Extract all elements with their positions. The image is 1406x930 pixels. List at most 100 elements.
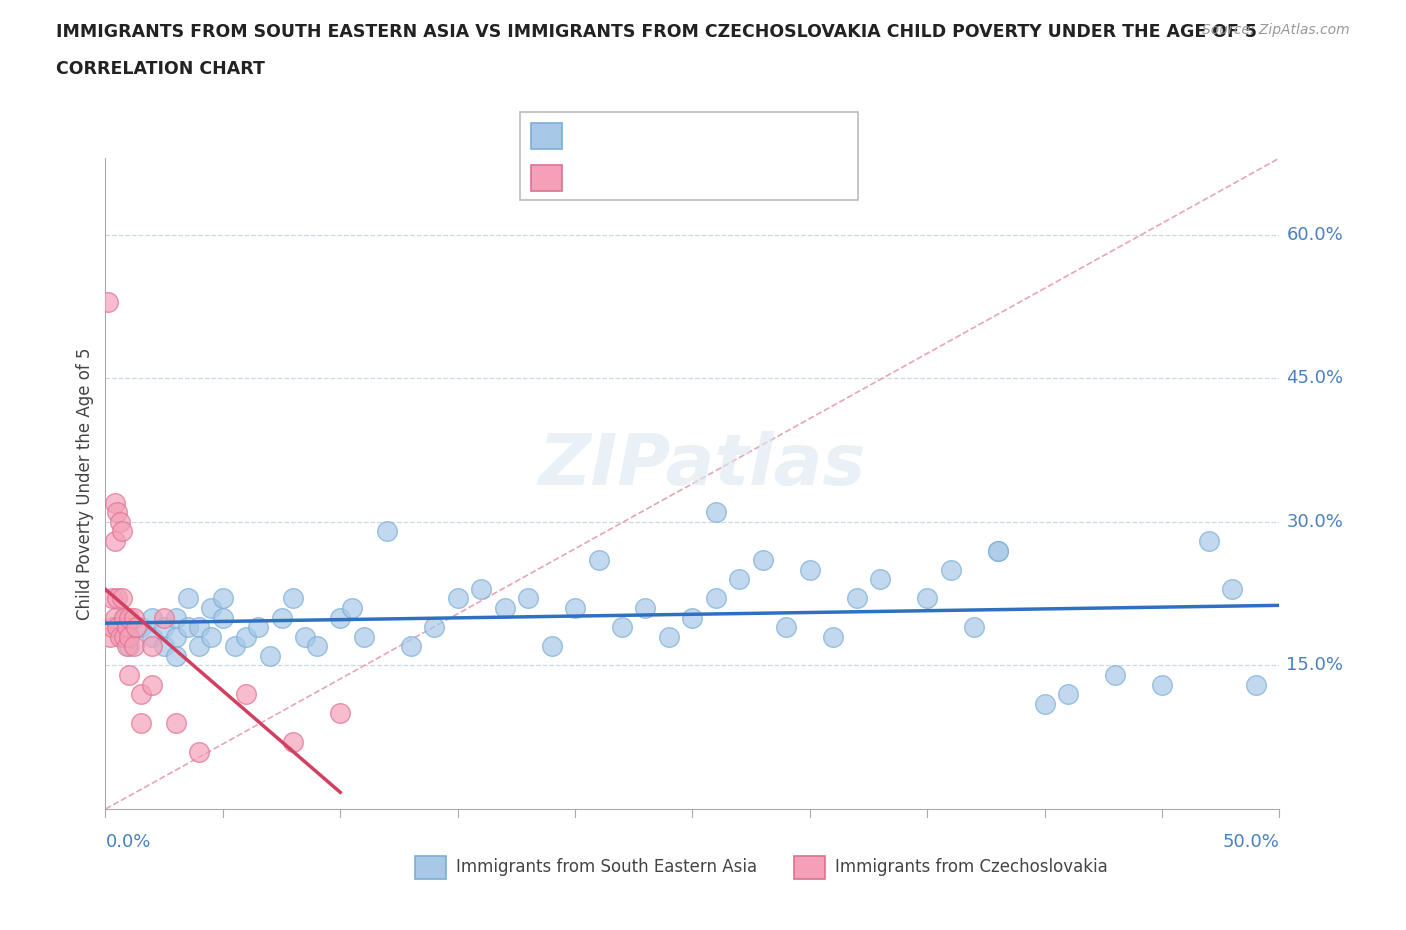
Point [101, 591, 124, 606]
Point [176, 591, 198, 606]
Point [470, 581, 492, 596]
Point [247, 619, 270, 634]
Point [101, 619, 124, 634]
Text: R = 0.088   N = 34: R = 0.088 N = 34 [574, 168, 744, 187]
Point [1222, 581, 1244, 596]
Point [104, 534, 127, 549]
Point [823, 630, 845, 644]
Point [329, 610, 352, 625]
Point [165, 630, 187, 644]
Point [987, 543, 1010, 558]
Point [211, 610, 233, 625]
Point [176, 619, 198, 634]
Point [104, 610, 127, 625]
Point [704, 505, 727, 520]
Point [799, 563, 821, 578]
Point [915, 591, 938, 606]
Point [118, 668, 141, 683]
Point [1198, 534, 1220, 549]
Point [188, 744, 211, 759]
Point [153, 619, 176, 634]
Point [141, 639, 163, 654]
Point [115, 619, 138, 634]
Point [153, 610, 176, 625]
Point [1033, 697, 1056, 711]
Point [235, 686, 257, 701]
Text: IMMIGRANTS FROM SOUTH EASTERN ASIA VS IMMIGRANTS FROM CZECHOSLOVAKIA CHILD POVER: IMMIGRANTS FROM SOUTH EASTERN ASIA VS IM… [56, 23, 1257, 41]
Point [270, 610, 292, 625]
Point [423, 619, 446, 634]
Point [224, 639, 246, 654]
Point [112, 610, 135, 625]
Point [200, 630, 222, 644]
Point [125, 619, 148, 634]
Point [752, 552, 775, 567]
Point [1104, 668, 1126, 683]
Point [112, 610, 135, 625]
Point [211, 591, 233, 606]
Point [115, 639, 138, 654]
Point [122, 639, 145, 654]
Point [105, 619, 128, 634]
Text: Immigrants from Czechoslovakia: Immigrants from Czechoslovakia [835, 858, 1108, 876]
Text: Source: ZipAtlas.com: Source: ZipAtlas.com [1202, 23, 1350, 37]
Point [141, 630, 163, 644]
Point [987, 543, 1010, 558]
Point [375, 524, 398, 538]
Point [111, 524, 134, 538]
Point [129, 619, 152, 634]
Point [104, 496, 127, 511]
Point [1150, 677, 1173, 692]
Text: 30.0%: 30.0% [1286, 512, 1343, 531]
Point [111, 591, 134, 606]
Point [704, 591, 727, 606]
Text: Immigrants from South Eastern Asia: Immigrants from South Eastern Asia [456, 858, 756, 876]
Point [105, 591, 128, 606]
Text: CORRELATION CHART: CORRELATION CHART [56, 60, 266, 78]
Point [775, 619, 797, 634]
Point [540, 639, 562, 654]
Point [98, 630, 121, 644]
Point [494, 601, 516, 616]
Point [188, 619, 211, 634]
Point [105, 505, 128, 520]
Point [658, 630, 681, 644]
Point [283, 735, 305, 750]
Point [108, 514, 131, 529]
Point [845, 591, 868, 606]
Point [939, 563, 962, 578]
Point [118, 639, 141, 654]
Point [141, 677, 163, 692]
Point [259, 648, 281, 663]
Point [305, 639, 328, 654]
Point [153, 639, 176, 654]
Text: 50.0%: 50.0% [1223, 833, 1279, 851]
Point [165, 715, 187, 730]
Point [118, 610, 141, 625]
Point [340, 601, 363, 616]
Point [108, 630, 131, 644]
Point [634, 601, 657, 616]
Point [283, 591, 305, 606]
Point [294, 630, 316, 644]
Point [353, 630, 375, 644]
Text: R = -0.115   N = 66: R = -0.115 N = 66 [574, 126, 751, 145]
Point [963, 619, 986, 634]
Point [112, 630, 135, 644]
Point [188, 639, 211, 654]
Point [1244, 677, 1267, 692]
Text: 15.0%: 15.0% [1286, 657, 1344, 674]
Point [122, 610, 145, 625]
Y-axis label: Child Poverty Under the Age of 5: Child Poverty Under the Age of 5 [76, 347, 94, 620]
Point [165, 610, 187, 625]
Point [235, 630, 257, 644]
Point [610, 619, 633, 634]
Text: 45.0%: 45.0% [1286, 369, 1344, 387]
Point [1057, 686, 1080, 701]
Text: ZIPatlas: ZIPatlas [540, 431, 866, 499]
Point [105, 619, 128, 634]
Point [681, 610, 703, 625]
Point [517, 591, 540, 606]
Point [588, 552, 610, 567]
Text: 0.0%: 0.0% [105, 833, 150, 851]
